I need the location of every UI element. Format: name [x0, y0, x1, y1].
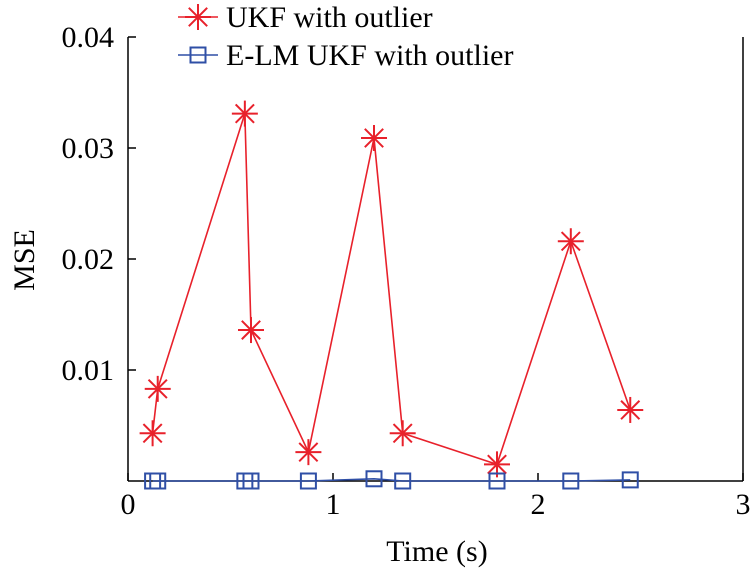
legend-marker — [189, 46, 207, 64]
y-tick-label: 0.04 — [62, 21, 115, 54]
y-axis-label: MSE — [8, 229, 41, 291]
data-point — [389, 420, 416, 447]
data-point — [365, 470, 383, 488]
y-tick-label: 0.02 — [62, 243, 115, 276]
x-tick-label: 0 — [121, 488, 136, 521]
legend-item-2: E-LM UKF with outlier — [178, 39, 513, 72]
legend-label: UKF with outlier — [226, 1, 433, 34]
data-point — [299, 472, 317, 490]
data-point — [617, 396, 644, 423]
data-point — [557, 228, 584, 255]
data-point — [484, 451, 510, 478]
legend: UKF with outlier E-LM UKF with outlier — [178, 1, 513, 72]
legend-label: E-LM UKF with outlier — [226, 39, 513, 72]
data-point — [562, 472, 580, 490]
series-line — [152, 477, 631, 482]
x-tick-label: 1 — [326, 488, 341, 521]
data-point — [488, 472, 506, 490]
data-point — [242, 472, 260, 490]
axes — [127, 36, 744, 482]
series-1 — [139, 100, 644, 478]
legend-marker — [185, 4, 211, 30]
y-tick-label: 0.03 — [62, 132, 115, 165]
tick-labels: 0 1 2 3 0.01 0.02 0.03 0.04 — [62, 21, 751, 521]
data-point — [149, 472, 167, 490]
data-point — [139, 420, 166, 447]
data-point — [621, 471, 639, 489]
series-layer — [139, 100, 644, 490]
series-line — [151, 113, 632, 466]
data-point — [231, 100, 258, 127]
series-2 — [144, 470, 639, 490]
legend-item-1: UKF with outlier — [178, 1, 433, 34]
data-point — [144, 375, 171, 402]
x-tick-label: 2 — [531, 488, 546, 521]
data-point — [238, 317, 264, 344]
data-point — [361, 125, 387, 152]
x-axis-label: Time (s) — [386, 535, 487, 568]
x-tick-label: 3 — [736, 488, 751, 521]
data-point — [295, 439, 322, 466]
y-tick-label: 0.01 — [62, 354, 115, 387]
data-point — [394, 472, 412, 490]
